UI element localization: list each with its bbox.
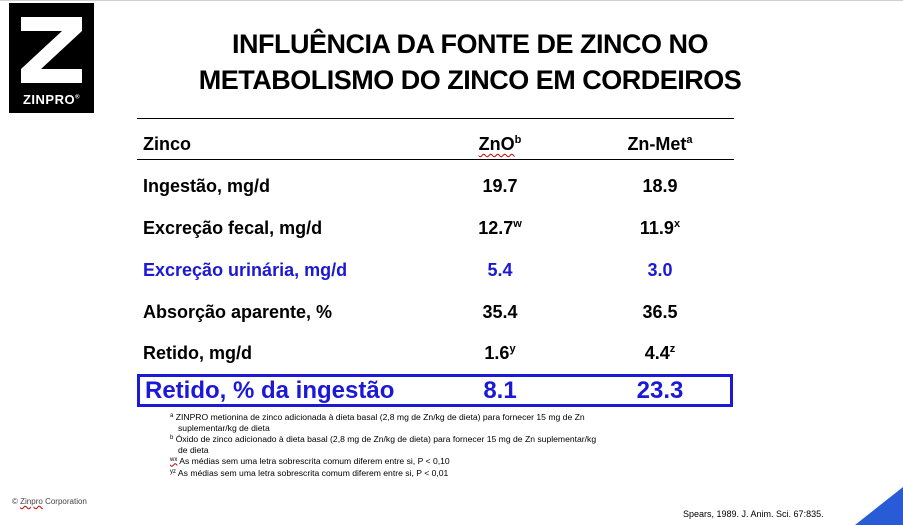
top-border <box>0 0 903 1</box>
row-value-zno: 35.4 <box>482 302 518 322</box>
row-label: Excreção fecal, mg/d <box>143 218 323 238</box>
z-logo-icon <box>21 17 82 83</box>
footnote-a: a ZINPRO metionina de zinco adicionada à… <box>170 412 585 422</box>
title-line-2: METABOLISMO DO ZINCO EM CORDEIROS <box>198 65 742 95</box>
row-value-znmet: 11.9x <box>639 218 681 238</box>
table-header-row: Zinco ZnOb Zn-Meta <box>0 134 903 164</box>
row-label: Ingestão, mg/d <box>143 176 271 196</box>
row-label: Absorção aparente, % <box>143 302 333 322</box>
highlight-row: Retido, % da ingestão 8.1 23.3 <box>0 377 903 407</box>
row-value-zno: 1.6y <box>484 343 516 363</box>
footnote-b: b Óxido de zinco adicionado à dieta basa… <box>170 434 597 445</box>
row-label: Retido, mg/d <box>143 343 252 363</box>
table-row: Retido, mg/d 1.6y 4.4z <box>0 343 903 373</box>
highlight-value-znmet: 23.3 <box>636 377 684 404</box>
highlight-label: Retido, % da ingestão <box>145 377 395 404</box>
footnote-b-cont: de dieta <box>178 444 209 455</box>
footnote-wx: wx As médias sem uma letra sobrescrita c… <box>170 456 450 467</box>
footnote-yz: yz As médias sem uma letra sobrescrita c… <box>170 467 449 478</box>
row-value-znmet: 4.4z <box>644 343 676 363</box>
table-row: Absorção aparente, % 35.4 36.5 <box>0 302 903 332</box>
logo-text: ZINPRO® <box>22 92 81 107</box>
row-value-zno: 12.7w <box>478 218 522 238</box>
row-value-znmet: 36.5 <box>642 302 678 322</box>
header-znmet: Zn-Meta <box>627 134 693 154</box>
copyright: © Zinpro Corporation <box>12 497 87 506</box>
table-row: Ingestão, mg/d 19.7 18.9 <box>0 176 903 206</box>
row-value-znmet: 3.0 <box>647 260 673 280</box>
zinpro-logo: ZINPRO® <box>9 3 94 113</box>
footnotes: a ZINPRO metionina de zinco adicionada à… <box>170 411 730 479</box>
header-zinco: Zinco <box>143 134 191 154</box>
corner-triangle-icon <box>855 487 903 525</box>
row-value-zno: 19.7 <box>482 176 518 196</box>
table-row: Excreção urinária, mg/d 5.4 3.0 <box>0 260 903 290</box>
slide-title: INFLUÊNCIA DA FONTE DE ZINCO NO METABOLI… <box>110 26 830 98</box>
table-row: Excreção fecal, mg/d 12.7w 11.9x <box>0 218 903 248</box>
row-value-zno: 5.4 <box>487 260 513 280</box>
title-line-1: INFLUÊNCIA DA FONTE DE ZINCO NO <box>232 29 708 59</box>
footnote-a-cont: suplementar/kg de dieta <box>178 422 270 433</box>
header-zno: ZnOb <box>478 134 522 154</box>
highlight-box <box>137 374 733 407</box>
table-top-rule <box>137 118 734 119</box>
highlight-value-zno: 8.1 <box>483 377 517 404</box>
table-header-rule <box>137 159 734 160</box>
row-value-znmet: 18.9 <box>642 176 678 196</box>
citation: Spears, 1989. J. Anim. Sci. 67:835. <box>683 509 824 519</box>
row-label: Excreção urinária, mg/d <box>143 260 348 280</box>
